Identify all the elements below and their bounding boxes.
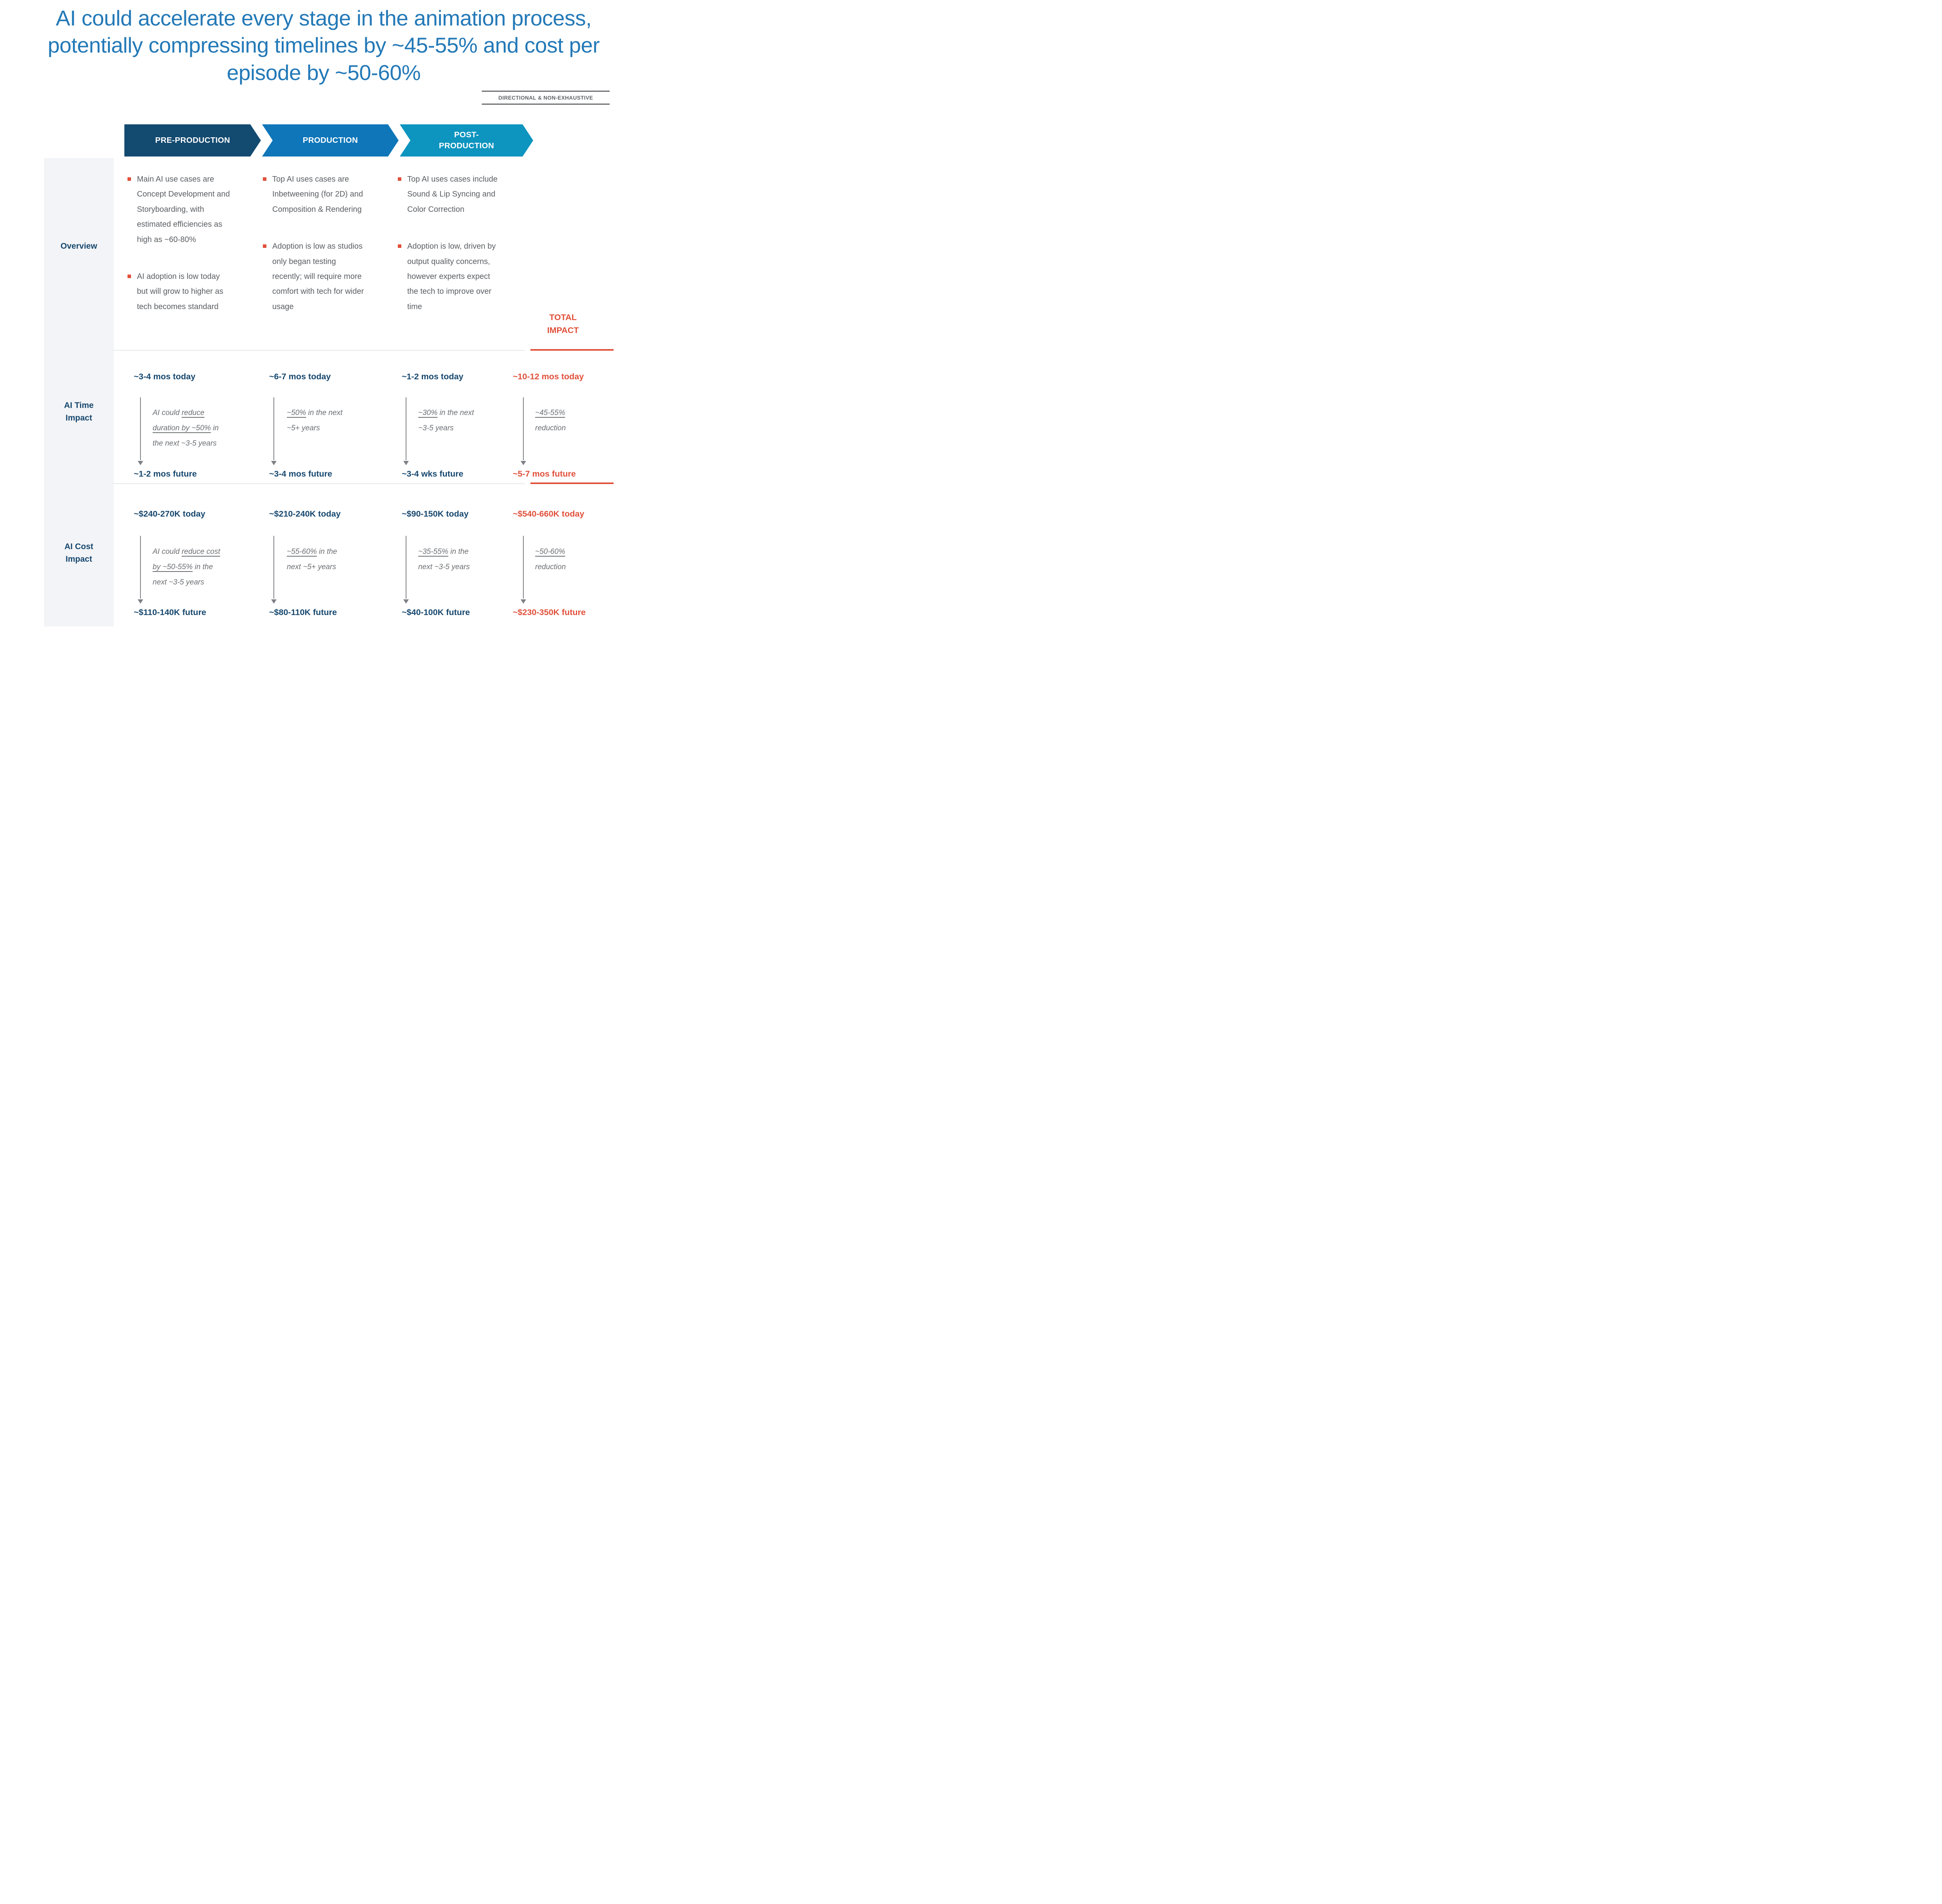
list-item: Top AI uses cases are Inbetweening (for … (262, 172, 367, 217)
page-title: AI could accelerate every stage in the a… (47, 6, 600, 85)
bullet-square-icon (398, 244, 401, 248)
overview-cell-post-production: Top AI uses cases include Sound & Lip Sy… (397, 172, 502, 314)
cost-note-production: ~55-60% in the next ~5+ years (287, 548, 337, 571)
time-today-post: ~1-2 mos today (402, 372, 464, 381)
total-impact-header: TOTAL IMPACT (547, 313, 579, 335)
time-today-pre: ~3-4 mos today (134, 372, 196, 381)
bullet-square-icon (263, 244, 266, 248)
stage-label: POST-PRODUCTION (439, 130, 494, 150)
list-item: Main AI use cases are Concept Developmen… (127, 172, 232, 247)
stage-label: PRODUCTION (302, 136, 358, 145)
row-label-overview: Overview (60, 242, 97, 251)
bullet-square-icon (128, 177, 131, 181)
time-today-total: ~10-12 mos today (513, 372, 584, 381)
time-future-post: ~3-4 wks future (402, 469, 464, 479)
bullet-square-icon (263, 177, 266, 181)
cost-today-production: ~$210-240K today (269, 509, 341, 519)
time-future-total: ~5-7 mos future (513, 469, 576, 479)
time-note-production: ~50% in the next ~5+ years (287, 409, 343, 432)
time-note-pre: AI could reduce duration by ~50% in the … (153, 409, 219, 448)
cost-future-total: ~$230-350K future (513, 608, 586, 617)
row-divider (113, 483, 525, 484)
overview-cell-production: Top AI uses cases are Inbetweening (for … (262, 172, 367, 314)
row-label-panel (44, 158, 114, 626)
row-label-ai-cost-impact: AI Cost Impact (64, 542, 93, 564)
time-note-post: ~30% in the next ~3-5 years (418, 409, 474, 432)
down-arrow-icon (271, 536, 277, 604)
row-label-ai-time-impact: AI Time Impact (64, 401, 94, 422)
disclaimer-tag: DIRECTIONAL & NON-EXHAUSTIVE (482, 91, 610, 105)
overview-cell-pre-production: Main AI use cases are Concept Developmen… (127, 172, 232, 314)
cost-note-pre: AI could reduce cost by ~50-55% in the n… (153, 548, 220, 586)
cost-today-post: ~$90-150K today (402, 509, 469, 519)
down-arrow-icon (138, 536, 143, 604)
total-impact-underline (530, 482, 614, 484)
stage-label: PRE-PRODUCTION (155, 136, 230, 145)
list-item: Adoption is low, driven by output qualit… (397, 239, 502, 314)
list-item: AI adoption is low today but will grow t… (127, 269, 232, 314)
bullet-square-icon (128, 274, 131, 278)
time-note-total: ~45-55% reduction (535, 409, 566, 432)
cost-today-total: ~$540-660K today (513, 509, 585, 519)
down-arrow-icon (271, 397, 277, 465)
down-arrow-icon (521, 536, 526, 604)
stage-chevron-pre-production: PRE-PRODUCTION (124, 124, 261, 157)
cost-future-production: ~$80-110K future (269, 608, 337, 617)
stage-chevron-production: PRODUCTION (262, 124, 399, 157)
slide: AI could accelerate every stage in the a… (0, 0, 647, 635)
time-future-pre: ~1-2 mos future (134, 469, 197, 479)
list-item: Adoption is low as studios only began te… (262, 239, 367, 314)
cost-future-pre: ~$110-140K future (134, 608, 206, 617)
cost-future-post: ~$40-100K future (402, 608, 470, 617)
time-future-production: ~3-4 mos future (269, 469, 332, 479)
time-today-production: ~6-7 mos today (269, 372, 331, 381)
bullet-square-icon (398, 177, 401, 181)
stage-chevron-post-production: POST-PRODUCTION (400, 124, 533, 157)
down-arrow-icon (138, 397, 143, 465)
row-divider (113, 350, 525, 351)
cost-note-total: ~50-60% reduction (535, 548, 566, 571)
cost-note-post: ~35-55% in the next ~3-5 years (418, 548, 470, 571)
cost-today-pre: ~$240-270K today (134, 509, 206, 519)
list-item: Top AI uses cases include Sound & Lip Sy… (397, 172, 502, 217)
total-impact-underline (530, 349, 614, 351)
down-arrow-icon (521, 397, 526, 465)
